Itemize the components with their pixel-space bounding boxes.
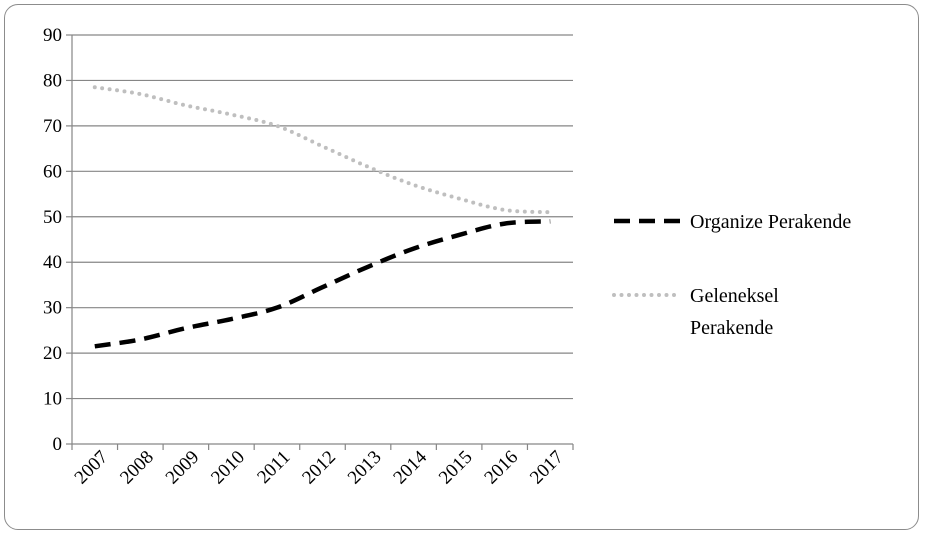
x-tick-label: 2007 (71, 447, 113, 489)
x-tick-label: 2013 (344, 447, 386, 489)
y-tick-label: 40 (43, 252, 62, 273)
x-tick-label: 2010 (207, 447, 249, 489)
y-tick-label: 60 (43, 161, 62, 182)
x-axis-tick-labels: 2007 2008 2009 2010 2011 2012 2013 2014 2015 2016… (71, 446, 568, 488)
x-tick-label: 2016 (480, 447, 522, 489)
x-tick-label: 2015 (435, 447, 477, 489)
y-tick-label: 70 (43, 116, 62, 137)
x-tick-label: 2012 (298, 447, 340, 489)
x-tick-label: 2011 (253, 447, 294, 488)
gridlines (72, 34, 573, 400)
y-tick-label: 50 (43, 207, 62, 228)
y-tick-label: 90 (43, 25, 62, 46)
chart-frame (4, 4, 919, 530)
series-lines (92, 85, 553, 349)
legend-label: Geleneksel (690, 285, 779, 307)
series-line-organize-perakende (94, 219, 551, 349)
x-tick-label: 2014 (389, 446, 431, 488)
y-axis-tick-labels: 0 10 20 30 40 50 60 70 80 90 (43, 25, 62, 455)
legend-label: Perakende (690, 317, 773, 339)
legend: Organize Perakende Geleneksel Perakende (612, 211, 851, 339)
series-line-geleneksel-perakende (92, 85, 553, 215)
y-tick-label: 30 (43, 298, 62, 319)
y-tick-label: 80 (43, 70, 62, 91)
axes (66, 34, 574, 450)
y-tick-label: 10 (43, 389, 62, 410)
y-tick-label: 20 (43, 343, 62, 364)
x-tick-label: 2008 (116, 447, 158, 489)
x-tick-label: 2009 (162, 447, 204, 489)
y-tick-label: 0 (53, 434, 63, 455)
x-tick-label: 2017 (526, 447, 568, 489)
legend-label: Organize Perakende (690, 211, 851, 233)
